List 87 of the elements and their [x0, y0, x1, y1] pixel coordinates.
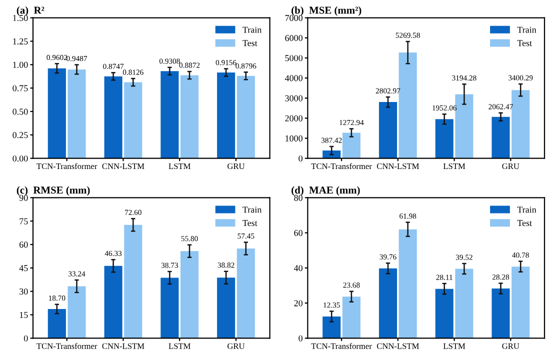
y-tick-label: 1.50 — [13, 14, 28, 22]
bar — [68, 286, 86, 338]
y-tick-label: 0.50 — [12, 108, 28, 115]
legend-label: Train — [242, 206, 262, 213]
x-tick-label: GRU — [228, 343, 245, 349]
bar — [217, 72, 236, 158]
bar — [124, 82, 142, 158]
bar — [455, 268, 474, 338]
y-tick-label: 30 — [20, 288, 28, 295]
bar — [378, 102, 398, 158]
chart-title: (c) RMSE (mm) — [16, 186, 90, 196]
bar — [236, 76, 255, 158]
bar — [236, 248, 255, 338]
y-tick-label: 0.25 — [12, 132, 28, 138]
y-tick-label: 90 — [19, 194, 28, 201]
y-tick-label: 1.00 — [13, 62, 28, 68]
bar — [48, 68, 66, 158]
y-tick-label: 80 — [294, 194, 302, 201]
y-tick-label: 75 — [20, 218, 28, 224]
x-tick-label: GRU — [502, 343, 520, 349]
x-tick-label: TCN-Transformer — [36, 342, 98, 349]
chart-title: (d) MAE (mm) — [292, 186, 360, 196]
x-tick-label: GRU — [228, 163, 245, 170]
legend-label: Test — [517, 40, 532, 46]
bar — [48, 309, 66, 338]
bar — [342, 132, 360, 158]
legend-label: Test — [242, 220, 258, 226]
y-tick-label: 45 — [19, 265, 28, 272]
x-tick-label: CNN-LSTM — [376, 163, 419, 170]
y-tick-label: 60 — [294, 230, 302, 236]
bar — [322, 316, 341, 338]
y-tick-label: 1000 — [286, 135, 302, 142]
x-tick-label: CNN-LSTM — [102, 163, 144, 170]
x-tick-label: LSTM — [168, 163, 190, 170]
y-tick-label: 2000 — [285, 115, 302, 122]
bar — [217, 278, 236, 338]
chart-title: (b) MSE (mm²) — [292, 6, 362, 16]
bar — [378, 268, 398, 338]
bar — [160, 278, 179, 338]
y-tick-label: 6000 — [285, 35, 302, 42]
chart-title: (a) R² — [16, 6, 44, 16]
y-tick-label: 3000 — [285, 95, 302, 102]
bar — [322, 150, 341, 158]
bar — [435, 288, 454, 338]
bar — [104, 266, 122, 338]
x-tick-label: CNN-LSTM — [102, 343, 144, 349]
bar — [512, 266, 530, 338]
x-tick-label: TCN-Transformer — [36, 163, 98, 170]
x-tick-label: GRU — [502, 163, 520, 170]
y-tick-label: 0 — [24, 335, 28, 342]
x-tick-label: TCN-Transformer — [311, 342, 372, 349]
y-tick-label: 60 — [20, 242, 28, 248]
bar — [492, 116, 510, 158]
bar — [398, 229, 417, 338]
legend-label: Test — [242, 40, 258, 46]
y-tick-label: 5000 — [285, 55, 302, 62]
bar — [492, 288, 510, 338]
bar — [68, 69, 86, 158]
bar — [398, 52, 417, 158]
bar — [455, 94, 474, 158]
y-tick-label: 20 — [294, 300, 302, 306]
y-tick-label: 0 — [298, 335, 302, 342]
y-tick-label: 0.75 — [12, 85, 28, 92]
legend-label: Train — [242, 26, 262, 33]
x-tick-label: LSTM — [168, 343, 190, 349]
bar — [512, 90, 530, 158]
y-tick-label: 40 — [294, 265, 302, 272]
bar — [160, 71, 179, 158]
bar — [342, 296, 360, 338]
legend-label: Train — [517, 206, 536, 213]
legend-label: Train — [517, 26, 536, 33]
legend-label: Test — [517, 220, 532, 226]
bar — [180, 75, 199, 158]
bar — [435, 119, 454, 158]
y-tick-label: 0 — [298, 155, 302, 162]
x-tick-label: LSTM — [443, 343, 466, 349]
bar — [104, 76, 122, 158]
y-tick-label: 15 — [20, 312, 28, 318]
y-tick-label: 1.25 — [13, 38, 28, 44]
y-tick-label: 7000 — [285, 14, 302, 22]
bar — [124, 224, 142, 338]
y-tick-label: 4000 — [284, 75, 302, 82]
y-tick-label: 0.00 — [12, 155, 28, 162]
x-tick-label: TCN-Transformer — [311, 163, 372, 170]
x-tick-label: LSTM — [443, 163, 466, 170]
x-tick-label: CNN-LSTM — [376, 343, 419, 349]
bar — [180, 251, 199, 338]
